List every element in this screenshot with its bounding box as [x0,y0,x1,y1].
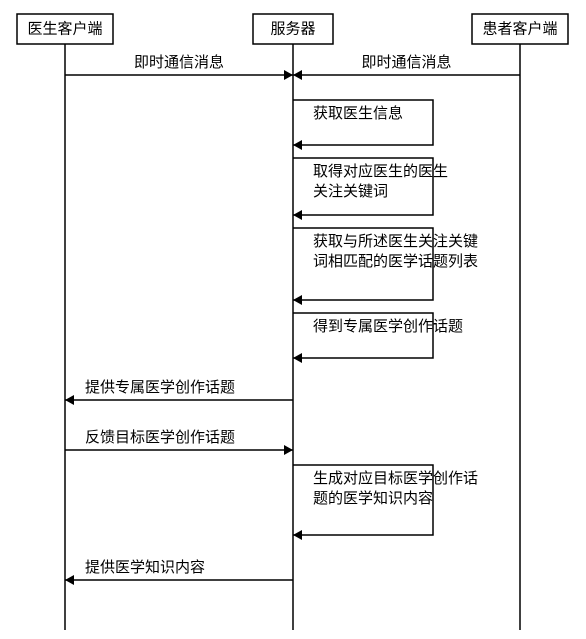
message-label-3-0: 取得对应医生的医生 [313,162,448,180]
message-label-4-0: 获取与所述医生关注关键 [313,233,478,250]
message-label-9-0: 提供医学知识内容 [85,559,205,576]
message-label-5-0: 得到专属医学创作话题 [313,318,463,335]
message-label-6-0: 提供专属医学创作话题 [85,379,235,396]
participant-label-patient: 患者客户端 [482,20,557,37]
message-label-8-1: 题的医学知识内容 [313,490,433,507]
participant-label-server: 服务器 [270,20,315,37]
participant-label-doctor: 医生客户端 [27,20,102,37]
message-label-0-0: 即时通信消息 [134,54,224,71]
message-label-7-0: 反馈目标医学创作话题 [85,429,235,446]
message-label-1-0: 即时通信消息 [361,54,451,71]
message-label-3-1: 关注关键词 [313,183,388,200]
message-label-4-1: 词相匹配的医学话题列表 [313,253,478,270]
message-label-2-0: 获取医生信息 [313,105,403,122]
message-label-8-0: 生成对应目标医学创作话 [313,469,478,487]
